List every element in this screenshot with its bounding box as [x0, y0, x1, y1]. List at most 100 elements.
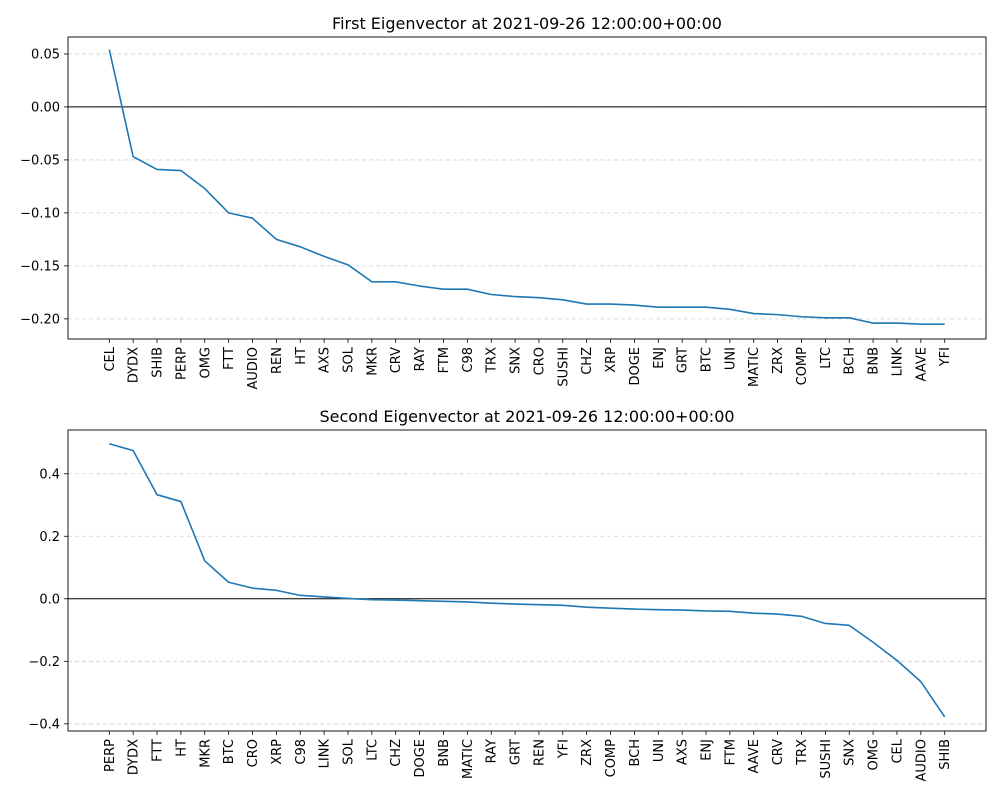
data-point: [657, 306, 659, 308]
y-tick-label: 0.00: [31, 100, 60, 115]
x-tick-label: HT: [294, 347, 309, 365]
data-point: [204, 560, 206, 562]
data-point: [896, 322, 898, 324]
x-tick-label: ENJ: [652, 347, 667, 369]
data-point: [132, 156, 134, 158]
data-point: [252, 217, 254, 219]
second-eigenvector-chart: Second Eigenvector at 2021-09-26 12:00:0…: [28, 407, 987, 782]
y-tick-label: −0.05: [20, 153, 60, 168]
plot-frame: [67, 429, 987, 732]
data-point: [395, 599, 397, 601]
data-point: [276, 590, 278, 592]
x-tick-label: CHZ: [389, 739, 404, 767]
data-point: [586, 606, 588, 608]
x-tick-label: AXS: [318, 347, 333, 373]
y-tick-label: −0.15: [20, 259, 60, 274]
data-point: [848, 625, 850, 627]
data-point: [395, 281, 397, 283]
x-tick-label: LINK: [890, 347, 905, 377]
data-point: [562, 299, 564, 301]
chart-title: First Eigenvector at 2021-09-26 12:00:00…: [332, 14, 722, 33]
data-point: [443, 288, 445, 290]
data-point: [132, 450, 134, 452]
x-tick-label: SUSHI: [556, 347, 571, 387]
data-point: [848, 317, 850, 319]
data-point: [729, 309, 731, 311]
data-point: [299, 246, 301, 248]
data-point: [514, 603, 516, 605]
x-tick-label: RAY: [485, 739, 500, 763]
x-tick-label: CRV: [389, 347, 404, 373]
x-tick-label: AAVE: [747, 739, 762, 773]
x-tick-label: CEL: [103, 346, 118, 371]
x-tick-label: CHZ: [580, 347, 595, 375]
x-tick-label: TRX: [795, 739, 810, 766]
x-tick-label: HT: [174, 739, 189, 757]
data-point: [371, 281, 373, 283]
data-point: [681, 609, 683, 611]
data-point: [538, 297, 540, 299]
x-tick-label: YFI: [556, 739, 571, 759]
data-point: [204, 188, 206, 190]
x-tick-label: AAVE: [914, 347, 929, 381]
data-point: [443, 600, 445, 602]
x-tick-label: SNX: [509, 347, 524, 374]
y-tick-label: 0.2: [39, 530, 60, 545]
data-point: [323, 596, 325, 598]
data-point: [252, 587, 254, 589]
data-point: [467, 601, 469, 603]
x-tick-label: C98: [294, 739, 309, 765]
data-point: [753, 612, 755, 614]
x-tick-label: SHIB: [151, 347, 166, 378]
x-tick-label: MATIC: [747, 347, 762, 387]
x-tick-label: CEL: [890, 738, 905, 763]
x-tick-label: SNX: [843, 739, 858, 766]
data-point: [634, 608, 636, 610]
x-tick-label: REN: [532, 739, 547, 766]
data-point: [299, 595, 301, 597]
data-point: [586, 303, 588, 305]
x-tick-label: CRO: [532, 347, 547, 375]
y-tick-label: 0.05: [31, 47, 60, 62]
data-point: [634, 304, 636, 306]
plot-frame: [67, 36, 987, 340]
data-point: [801, 316, 803, 318]
x-tick-label: ZRX: [580, 739, 595, 766]
x-tick-label: DOGE: [413, 739, 428, 778]
x-tick-label: CRV: [771, 739, 786, 765]
x-tick-label: AUDIO: [914, 739, 929, 782]
x-tick-label: SOL: [341, 738, 356, 764]
x-tick-label: YFI: [938, 347, 953, 367]
x-tick-label: DYDX: [127, 347, 142, 383]
x-tick-label: TRX: [485, 347, 500, 374]
x-tick-label: OMG: [867, 739, 882, 771]
x-tick-label: FTT: [222, 347, 237, 370]
x-tick-label: LTC: [819, 347, 834, 369]
data-point: [490, 602, 492, 604]
x-tick-label: MKR: [198, 739, 213, 768]
data-point: [228, 212, 230, 214]
data-point: [467, 288, 469, 290]
first-eigenvector-chart: First Eigenvector at 2021-09-26 12:00:00…: [20, 14, 987, 390]
x-tick-label: UNI: [723, 347, 738, 370]
x-tick-label: BTC: [222, 739, 237, 764]
x-tick-label: DOGE: [628, 347, 643, 386]
data-point: [610, 303, 612, 305]
x-tick-label: REN: [270, 347, 285, 374]
data-point: [347, 598, 349, 600]
data-point: [777, 314, 779, 316]
data-point: [657, 609, 659, 611]
data-point: [944, 323, 946, 325]
data-point: [920, 323, 922, 325]
x-tick-label: FTM: [723, 739, 738, 765]
data-point: [801, 615, 803, 617]
data-point: [920, 681, 922, 683]
y-tick-label: −0.20: [20, 312, 60, 327]
data-point: [872, 322, 874, 324]
y-tick-label: −0.4: [28, 717, 60, 732]
x-tick-label: ENJ: [700, 739, 715, 761]
x-tick-label: UNI: [652, 739, 667, 762]
x-tick-label: XRP: [604, 347, 619, 373]
x-tick-label: LINK: [318, 739, 333, 769]
